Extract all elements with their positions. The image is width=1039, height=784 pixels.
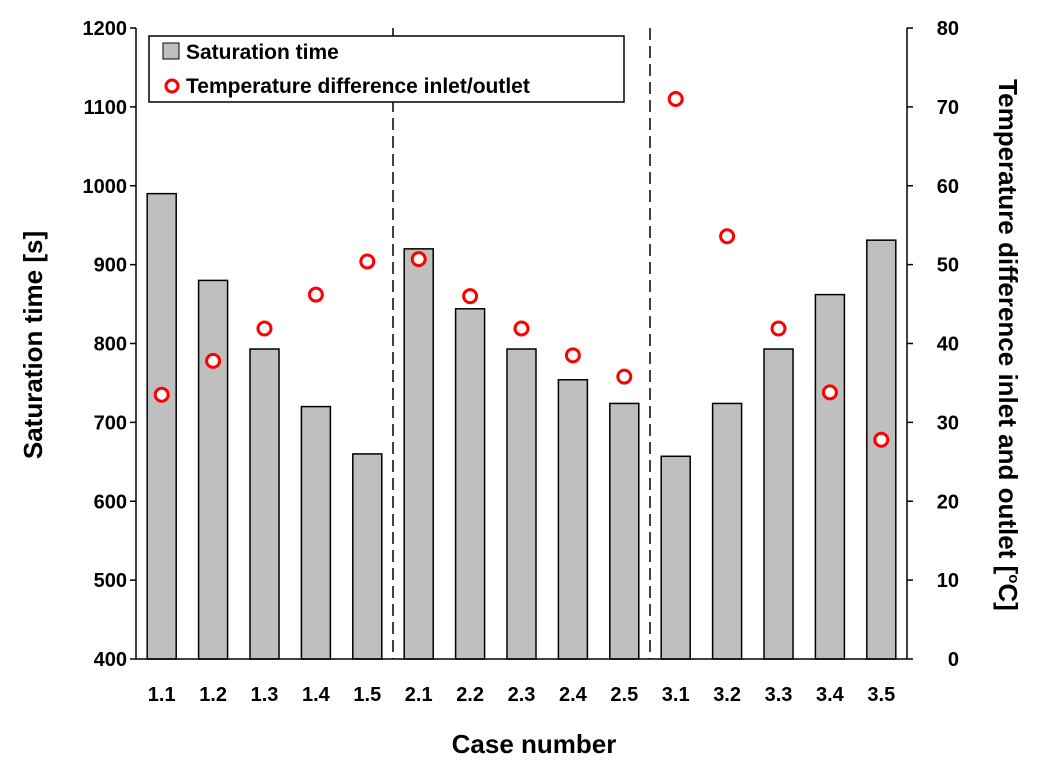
legend-box bbox=[148, 35, 625, 103]
bar-2.5 bbox=[609, 402, 640, 660]
marker-3.3 bbox=[770, 320, 787, 337]
y-tick-label-600: 600 bbox=[94, 491, 127, 513]
marker-1.4 bbox=[307, 286, 324, 303]
y2-tick-label-20: 20 bbox=[937, 491, 959, 513]
bar-2.3 bbox=[506, 348, 537, 660]
y-tick-label-1200: 1200 bbox=[83, 18, 128, 40]
marker-1.3 bbox=[256, 320, 273, 337]
marker-1.2 bbox=[205, 352, 222, 369]
x-tick-label-3.3: 3.3 bbox=[765, 684, 793, 706]
y-tick-label-500: 500 bbox=[94, 570, 127, 592]
x-tick-label-3.2: 3.2 bbox=[713, 684, 741, 706]
x-tick-label-3.5: 3.5 bbox=[867, 684, 895, 706]
y2-tick-label-80: 80 bbox=[937, 18, 959, 40]
bar-2.4 bbox=[557, 379, 589, 660]
marker-2.3 bbox=[513, 320, 530, 337]
marker-2.5 bbox=[616, 368, 633, 385]
x-tick-label-2.2: 2.2 bbox=[456, 684, 484, 706]
y2-tick-label-60: 60 bbox=[937, 176, 959, 198]
x-tick-label-1.3: 1.3 bbox=[251, 684, 279, 706]
marker-2.2 bbox=[462, 288, 479, 305]
bar-3.5 bbox=[866, 239, 897, 660]
x-tick-label-2.3: 2.3 bbox=[508, 684, 536, 706]
x-tick-label-2.5: 2.5 bbox=[610, 684, 638, 706]
x-tick-label-3.4: 3.4 bbox=[816, 684, 845, 706]
legend-marker-label: Temperature difference inlet/outlet bbox=[186, 75, 530, 98]
bar-3.1 bbox=[660, 455, 691, 660]
y-tick-label-1000: 1000 bbox=[83, 176, 128, 198]
bar-2.1 bbox=[403, 248, 434, 660]
y-tick-label-800: 800 bbox=[94, 334, 127, 356]
bar-3.2 bbox=[711, 402, 743, 660]
x-tick-label-2.1: 2.1 bbox=[405, 684, 433, 706]
bar-3.4 bbox=[814, 293, 846, 660]
y2-tick-label-70: 70 bbox=[937, 97, 959, 119]
marker-3.1 bbox=[667, 90, 684, 107]
bar-3.3 bbox=[763, 348, 794, 660]
marker-1.1 bbox=[153, 386, 170, 403]
y-axis-title: Saturation time [s] bbox=[18, 231, 48, 459]
right-axis-ticks: 0 10 20 30 40 50 60 70 80 bbox=[907, 18, 959, 671]
legend: Saturation time Temperature difference i… bbox=[148, 35, 625, 103]
marker-1.5 bbox=[359, 253, 376, 270]
y2-tick-label-30: 30 bbox=[937, 412, 959, 434]
marker-series bbox=[153, 90, 890, 448]
y2-tick-label-10: 10 bbox=[937, 570, 959, 592]
marker-2.4 bbox=[564, 347, 581, 364]
x-tick-label-1.2: 1.2 bbox=[199, 684, 227, 706]
y-tick-label-400: 400 bbox=[94, 649, 127, 671]
x-axis-ticks: 1.1 1.2 1.3 1.4 1.5 2.1 2.2 2.3 2.4 2.5 3.1 3.2 3.3 3… bbox=[148, 684, 895, 706]
y2-axis-title: Temperature difference inlet and outlet … bbox=[993, 79, 1023, 611]
x-axis-title: Case number bbox=[452, 729, 617, 759]
legend-marker-swatch bbox=[164, 78, 180, 94]
y-tick-label-700: 700 bbox=[94, 412, 127, 434]
x-tick-label-1.4: 1.4 bbox=[302, 684, 331, 706]
y-tick-label-900: 900 bbox=[94, 255, 127, 277]
bar-1.3 bbox=[249, 348, 280, 660]
x-tick-label-1.5: 1.5 bbox=[353, 684, 381, 706]
bar-1.5 bbox=[352, 453, 383, 660]
x-tick-label-1.1: 1.1 bbox=[148, 684, 176, 706]
y2-axis-title-degree: o bbox=[1005, 574, 1022, 583]
bar-1.1 bbox=[146, 192, 177, 660]
marker-3.4 bbox=[821, 384, 838, 401]
legend-bar-label: Saturation time bbox=[186, 41, 339, 64]
marker-3.5 bbox=[873, 431, 890, 448]
legend-bar-swatch bbox=[162, 42, 180, 60]
bar-2.2 bbox=[454, 308, 486, 660]
bar-1.4 bbox=[300, 405, 332, 660]
y-tick-label-1100: 1100 bbox=[84, 97, 127, 119]
x-tick-label-3.1: 3.1 bbox=[662, 684, 690, 706]
marker-2.1 bbox=[410, 251, 427, 268]
y2-tick-label-40: 40 bbox=[937, 334, 959, 356]
x-tick-label-2.4: 2.4 bbox=[559, 684, 588, 706]
y2-tick-label-0: 0 bbox=[948, 649, 959, 671]
group-separators bbox=[392, 28, 651, 659]
y2-axis-title-main: Temperature difference inlet and outlet … bbox=[993, 79, 1023, 574]
marker-3.2 bbox=[719, 228, 736, 245]
y2-tick-label-50: 50 bbox=[937, 255, 959, 277]
y2-axis-title-end: C] bbox=[993, 583, 1023, 610]
bar-series bbox=[146, 192, 897, 660]
left-axis-ticks: 400 500 600 700 800 900 1000 1100 1200 bbox=[83, 18, 136, 671]
bar-1.2 bbox=[197, 279, 229, 660]
